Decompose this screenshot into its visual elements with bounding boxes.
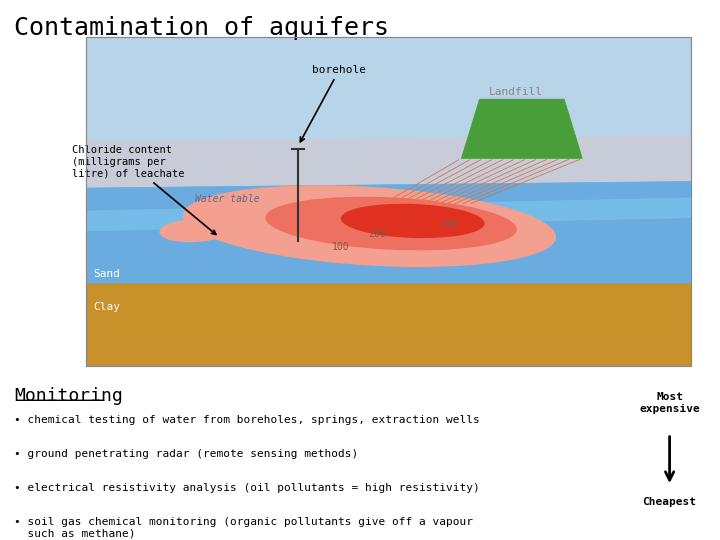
Text: Chloride content
(milligrams per
litre) of leachate: Chloride content (milligrams per litre) … <box>72 145 216 234</box>
Polygon shape <box>462 99 582 158</box>
Text: Contamination of aquifers: Contamination of aquifers <box>14 16 390 39</box>
Polygon shape <box>86 136 691 188</box>
Ellipse shape <box>183 185 556 267</box>
Text: • ground penetrating radar (remote sensing methods): • ground penetrating radar (remote sensi… <box>14 449 359 460</box>
Text: Most
expensive: Most expensive <box>639 392 700 414</box>
Polygon shape <box>86 284 691 366</box>
Ellipse shape <box>159 218 231 242</box>
Text: Clay: Clay <box>94 301 121 312</box>
Text: Sand: Sand <box>94 268 121 279</box>
Text: 100: 100 <box>332 242 349 252</box>
Text: • soil gas chemical monitoring (organic pollutants give off a vapour
  such as m: • soil gas chemical monitoring (organic … <box>14 517 474 539</box>
Polygon shape <box>86 181 691 284</box>
Text: • electrical resistivity analysis (oil pollutants = high resistivity): • electrical resistivity analysis (oil p… <box>14 483 480 494</box>
Polygon shape <box>86 198 691 231</box>
Ellipse shape <box>341 204 485 238</box>
Text: Cheapest: Cheapest <box>643 497 697 507</box>
Text: 200: 200 <box>368 229 385 239</box>
Text: borehole: borehole <box>300 64 366 142</box>
Text: Water table: Water table <box>195 194 260 205</box>
Text: Monitoring: Monitoring <box>14 387 123 404</box>
FancyBboxPatch shape <box>86 37 691 366</box>
Text: 300: 300 <box>441 219 458 229</box>
Text: • chemical testing of water from boreholes, springs, extraction wells: • chemical testing of water from borehol… <box>14 415 480 426</box>
Ellipse shape <box>266 197 517 251</box>
Text: Landfill: Landfill <box>489 86 543 97</box>
